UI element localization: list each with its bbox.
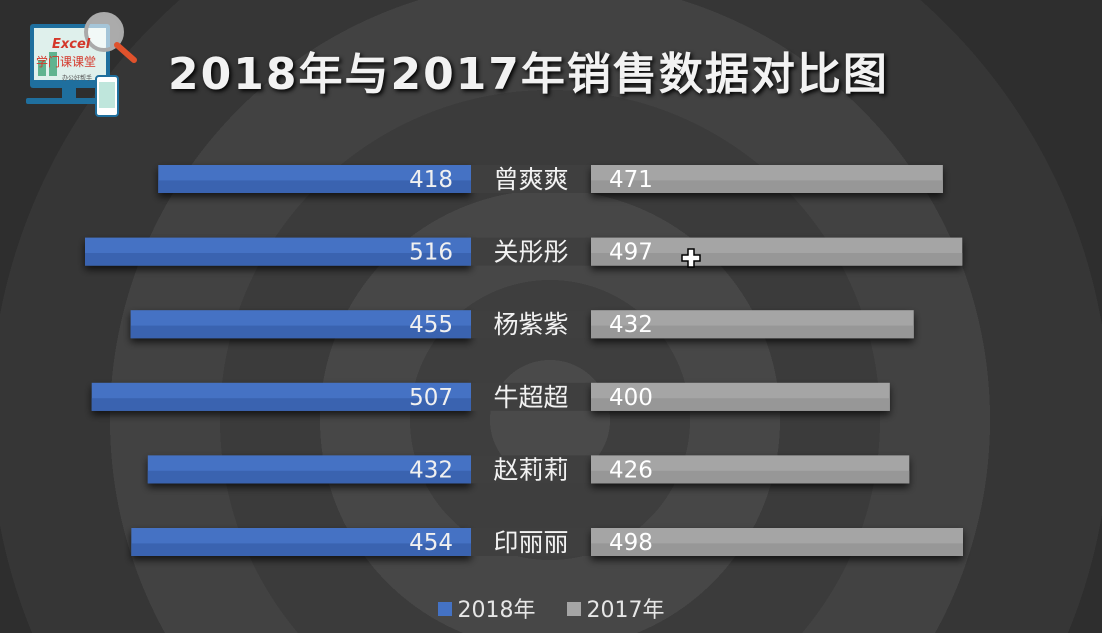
data-label-2017: 426 <box>609 457 653 483</box>
logo-monitor-base <box>26 98 114 104</box>
category-label: 赵莉莉 <box>493 455 568 484</box>
bar-2018-shade <box>158 180 472 193</box>
category-label-bg <box>471 528 591 556</box>
cursor-crosshair-icon <box>681 248 701 268</box>
chart-legend: 2018年 2017年 <box>0 592 1102 624</box>
data-label-2018: 418 <box>409 167 453 193</box>
category-label: 关彤彤 <box>493 238 568 267</box>
data-label-2018: 507 <box>409 385 453 411</box>
data-label-2018: 454 <box>409 530 453 556</box>
excel-logo: Excel 学门课课堂 办公好帮手 <box>26 12 137 117</box>
bar-2018-shade <box>91 398 472 411</box>
logo-text-course: 学门课课堂 <box>36 54 96 69</box>
phone-screen <box>99 82 115 108</box>
bar-2017-shade <box>591 470 910 484</box>
logo-monitor-neck <box>62 88 76 98</box>
category-label: 牛超超 <box>493 383 568 412</box>
logo-bar <box>49 52 57 76</box>
chart-row: 432 赵莉莉 426 <box>147 455 910 484</box>
category-label-bg <box>471 382 591 411</box>
data-label-2018: 516 <box>409 240 453 266</box>
chart-row: 418 曾爽爽 471 <box>158 165 943 194</box>
bar-2018-shade <box>147 470 471 484</box>
logo-text-excel: Excel <box>52 37 91 52</box>
bar-2017-shade <box>591 398 890 411</box>
category-label-bg <box>471 165 591 193</box>
magnifier-icon <box>84 12 124 52</box>
chart-row: 507 牛超超 400 <box>91 382 890 412</box>
bar-2017-shade <box>591 180 943 193</box>
chart-row: 516 关彤彤 497 <box>85 237 963 267</box>
category-label: 曾爽爽 <box>493 165 568 194</box>
data-label-2017: 432 <box>609 312 653 338</box>
data-label-2018: 455 <box>409 312 453 338</box>
bar-2018-shade <box>131 543 471 556</box>
chart-row: 455 杨紫紫 432 <box>130 310 914 339</box>
bar-2017-shade <box>591 543 963 556</box>
logo-bar <box>38 60 46 76</box>
data-label-2017: 498 <box>609 530 653 556</box>
category-label-bg <box>471 237 591 266</box>
data-label-2017: 471 <box>609 167 653 193</box>
chart-row: 454 印丽丽 498 <box>131 528 963 557</box>
legend-swatch-2017 <box>566 602 581 616</box>
logo-text-tagline: 办公好帮手 <box>62 74 92 82</box>
bar-2017-shade <box>591 325 914 339</box>
page-title: 2018年与2017年销售数据对比图 <box>168 49 889 100</box>
data-label-2017: 497 <box>609 240 653 266</box>
category-label-bg <box>471 310 591 339</box>
legend-item-2018[interactable]: 2018年 <box>437 592 536 624</box>
bar-2018-shade <box>130 325 472 339</box>
legend-swatch-2018 <box>437 602 452 616</box>
bar-2018-shade <box>85 253 471 266</box>
legend-label-2018: 2018年 <box>457 598 536 623</box>
category-label: 印丽丽 <box>493 528 568 557</box>
legend-item-2017[interactable]: 2017年 <box>566 592 665 624</box>
category-label-bg <box>471 455 591 484</box>
magnifier-handle <box>114 42 137 63</box>
legend-label-2017: 2017年 <box>586 598 665 623</box>
data-label-2018: 432 <box>409 457 453 483</box>
category-label: 杨紫紫 <box>493 310 568 339</box>
data-label-2017: 400 <box>609 385 653 411</box>
